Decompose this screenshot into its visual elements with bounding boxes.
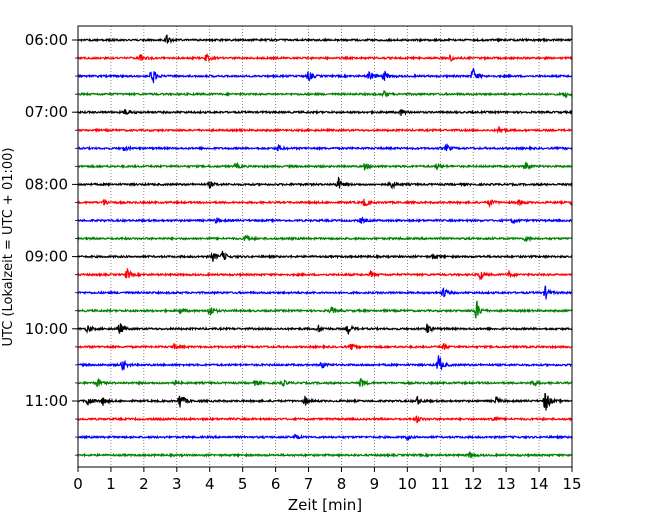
plot-frame (77, 25, 573, 468)
x-tick-label: 5 (238, 475, 248, 493)
trace-1015 (77, 343, 573, 351)
x-tick-label: 2 (139, 475, 149, 493)
trace-0815 (77, 198, 573, 209)
trace-1100 (77, 392, 573, 411)
x-axis-ticks: 0 1 2 3 4 5 6 7 8 9 10 11 12 13 14 15 (73, 467, 582, 493)
trace-0845 (77, 233, 573, 243)
trace-0715 (77, 126, 573, 135)
x-tick-label: 12 (464, 475, 483, 493)
x-tick-label: 6 (271, 475, 281, 493)
y-tick-label: 10:00 (25, 320, 68, 338)
trace-0900 (77, 250, 573, 262)
trace-0745 (77, 161, 573, 171)
x-tick-label: 8 (337, 475, 347, 493)
trace-1000 (77, 323, 573, 336)
trace-0830 (77, 216, 573, 225)
x-tick-label: 3 (172, 475, 182, 493)
trace-1130 (77, 433, 573, 442)
seismic-traces (77, 34, 573, 459)
x-axis-label: Zeit [min] (288, 496, 362, 514)
x-tick-label: 14 (530, 475, 549, 493)
trace-0600 (77, 34, 573, 45)
trace-0945 (77, 300, 573, 319)
x-tick-label: 1 (106, 475, 116, 493)
x-tick-label: 4 (205, 475, 215, 493)
trace-0645 (77, 90, 573, 99)
x-tick-label: 0 (73, 475, 83, 493)
x-tick-label: 15 (562, 475, 581, 493)
trace-0930 (77, 285, 573, 300)
x-tick-label: 7 (304, 475, 314, 493)
y-tick-label: 11:00 (25, 392, 68, 410)
trace-0915 (77, 268, 573, 281)
y-tick-label: 09:00 (25, 248, 68, 266)
y-axis-label: UTC (Lokalzeit = UTC + 01:00) (1, 148, 16, 347)
y-tick-label: 06:00 (25, 31, 68, 49)
trace-1030 (77, 355, 573, 371)
trace-0700 (77, 108, 573, 117)
x-tick-label: 13 (497, 475, 516, 493)
x-tick-label: 11 (431, 475, 450, 493)
trace-0730 (77, 143, 573, 152)
trace-0630 (77, 67, 573, 84)
trace-0615 (77, 53, 573, 63)
x-tick-label: 10 (398, 475, 417, 493)
y-axis-ticks: 06:00 07:00 08:00 09:00 10:00 11:00 (25, 31, 78, 456)
y-tick-label: 08:00 (25, 175, 68, 193)
trace-1045 (77, 377, 573, 388)
y-tick-label: 07:00 (25, 103, 68, 121)
trace-1145 (77, 451, 573, 459)
trace-0800 (77, 176, 573, 190)
trace-1115 (77, 415, 573, 424)
x-tick-label: 9 (370, 475, 380, 493)
